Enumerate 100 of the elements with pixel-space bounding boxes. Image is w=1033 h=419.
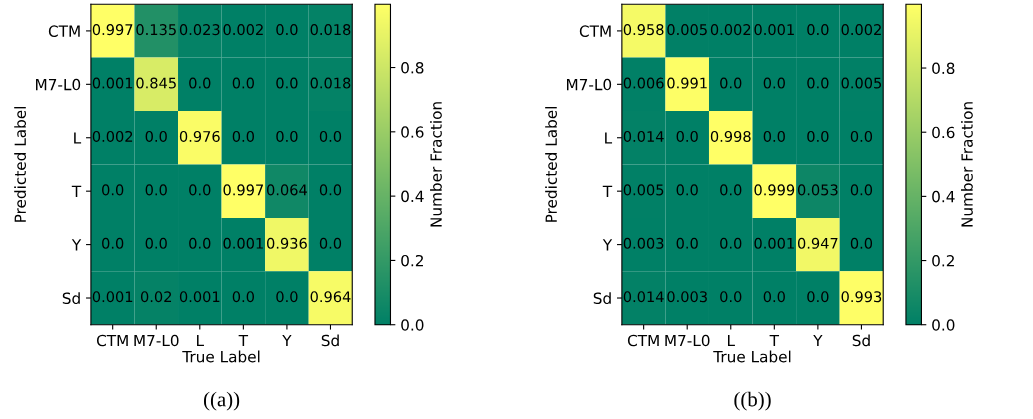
data-label: 0.002 [841,24,881,36]
data-label: 0.0 [232,130,254,142]
data-label: 0.0 [763,77,785,89]
x-tick-label: T [238,334,249,347]
x-axis-title: True Label [713,350,791,363]
data-label: 0.958 [623,24,664,36]
data-label: 0.947 [797,237,838,249]
data-label: 0.005 [623,184,664,196]
data-label: 0.0 [676,184,698,196]
data-label: 0.001 [754,24,794,36]
data-label: 0.991 [667,77,707,89]
data-label: 0.001 [92,291,133,303]
y-tick-label: M7-L0 [567,78,612,91]
data-label: 0.002 [223,24,263,36]
y-tick-label: Sd [62,292,80,305]
data-label: 0.02 [140,291,172,303]
data-label: 0.001 [223,237,263,249]
color-bar-title: Number Fraction [961,102,973,227]
data-label: 0.976 [179,130,220,142]
text: ((b)) [734,391,771,411]
data-label: 0.0 [850,184,873,196]
data-label: 0.003 [667,291,707,303]
data-label: 0.0 [102,237,124,249]
data-label: 0.964 [310,291,351,303]
y-tick-label: CTM [579,25,611,37]
data-label: 0.999 [754,184,795,196]
color-bar-label: 0.2 [932,255,954,267]
data-label: 0.997 [92,24,133,36]
data-label: 0.001 [92,77,133,89]
data-label: 0.0 [763,130,785,142]
data-label: 0.006 [623,77,664,89]
y-tick-label: M7-L0 [36,78,81,91]
x-tick-label: M7-L0 [665,334,710,347]
data-label: 0.0 [276,24,298,36]
data-label: 0.0 [720,184,742,196]
y-tick-label: CTM [48,25,80,37]
data-label: 0.993 [841,291,882,303]
data-label: 0.018 [310,24,351,36]
data-label: 0.005 [667,24,707,36]
data-label: 0.0 [807,24,829,36]
color-bar-label: 0.4 [401,190,424,203]
x-axis-title: True Label [182,350,260,363]
color-bar-label: 0.8 [932,62,955,75]
y-tick-label: Sd [593,292,611,305]
data-label: 0.005 [841,77,882,89]
color-bar-label: 0.6 [932,126,955,139]
data-label: 0.053 [797,184,838,196]
data-label: 0.0 [676,130,698,142]
data-label: 0.0 [319,184,342,196]
data-label: 0.023 [179,24,220,36]
data-label: 0.001 [754,237,794,249]
color-bar-label: 0.4 [932,190,955,203]
data-label: 0.0 [319,130,342,142]
data-label: 0.0 [720,77,742,89]
data-label: 0.002 [710,24,751,36]
data-label: 0.0 [276,77,298,89]
data-label: 0.0 [807,77,829,89]
data-label: 0.0 [276,130,298,142]
data-label: 0.0 [232,291,254,303]
x-tick-label: CTM [627,334,659,347]
data-label: 0.135 [136,24,176,36]
data-label: 0.0 [189,184,211,196]
y-axis-title: Predicted Label [545,107,557,222]
y-tick-label: T [602,185,613,197]
x-tick-label: M7-L0 [134,334,179,347]
data-label: 0.0 [145,237,167,249]
data-label: 0.0 [807,130,829,142]
x-tick-label: Y [813,334,823,347]
x-tick-label: L [728,334,735,347]
data-label: 0.997 [223,184,263,196]
data-label: 0.0 [189,237,211,249]
data-label: 0.998 [710,130,751,142]
data-label: 0.003 [623,237,664,249]
data-label: 0.0 [720,237,742,249]
y-tick-label: Y [602,239,613,251]
data-label: 0.064 [267,184,307,196]
color-bar-label: 0.8 [401,61,424,74]
data-label: 0.0 [676,237,698,249]
data-label: 0.0 [189,77,211,89]
x-tick-label: T [769,334,780,347]
x-tick-label: Y [282,334,292,347]
data-label: 0.002 [92,130,133,142]
data-label: 0.0 [807,291,829,303]
text: ((a)) [204,391,240,411]
x-tick-label: Sd [321,334,339,347]
color-bar-title: Number Fraction [430,102,442,227]
data-label: 0.0 [145,130,167,142]
x-tick-label: Sd [852,334,870,347]
data-label: 0.0 [763,291,785,303]
color-bar-label: 0.6 [401,126,424,138]
data-label: 0.0 [102,184,124,196]
data-label: 0.0 [720,291,742,303]
x-tick-label: L [197,334,204,347]
color-bar-label: 0.2 [401,254,423,267]
data-label: 0.0 [319,237,342,249]
data-label: 0.0 [276,291,298,303]
x-tick-label: CTM [96,334,128,347]
y-tick-label: Y [71,239,82,251]
data-label: 0.936 [267,237,307,249]
color-bar-label: 0.0 [401,319,424,331]
